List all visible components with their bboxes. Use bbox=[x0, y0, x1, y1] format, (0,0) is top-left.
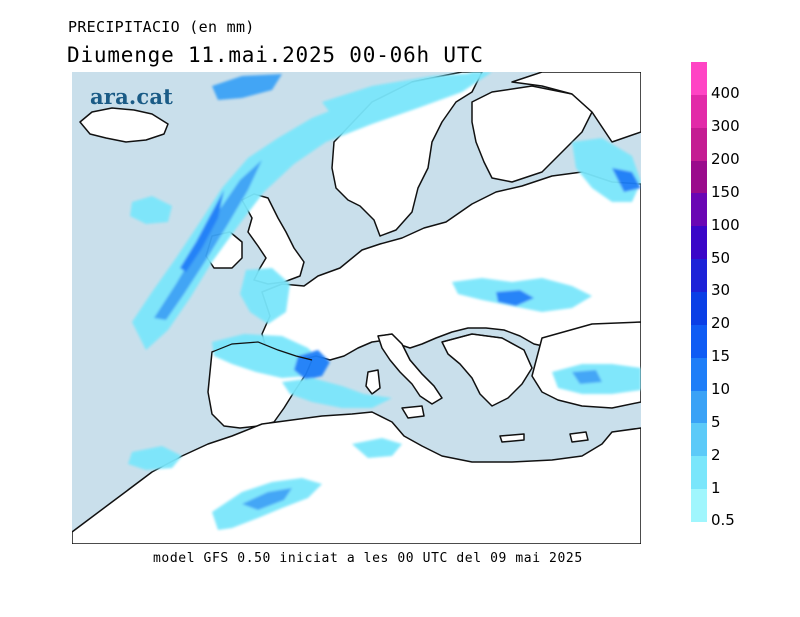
legend-label-30: 30 bbox=[711, 281, 731, 300]
legend-swatch-150 bbox=[691, 160, 707, 194]
land-iceland bbox=[79, 107, 169, 143]
legend-swatch-1 bbox=[691, 456, 707, 490]
legend-swatch-10 bbox=[691, 357, 707, 391]
legend-swatch-50 bbox=[691, 226, 707, 260]
precipitation-map bbox=[72, 72, 641, 544]
band-atlantic-core bbox=[180, 190, 224, 272]
legend-swatch-200 bbox=[691, 127, 707, 161]
precipitation-bands bbox=[128, 72, 641, 530]
legend-swatch-20 bbox=[691, 292, 707, 325]
legend-swatch-15 bbox=[691, 324, 707, 358]
band-russia-ne-core bbox=[612, 168, 641, 192]
band-east-europe-core bbox=[496, 290, 534, 306]
legend-label-200: 200 bbox=[711, 149, 740, 168]
brand-logo[interactable]: ara.cat bbox=[90, 84, 174, 109]
band-atlantic-outer bbox=[132, 72, 492, 350]
band-west-isles bbox=[130, 196, 172, 224]
land-kola bbox=[511, 72, 641, 143]
band-black-sea-core bbox=[572, 370, 602, 384]
legend-colorbar: 400 300 200 150 100 50 30 20 15 10 5 2 1 0.5 bbox=[691, 62, 740, 529]
map-title: PRECIPITACIO (en mm) bbox=[68, 18, 255, 36]
legend-label-2: 2 bbox=[711, 445, 721, 464]
band-balearic bbox=[282, 378, 392, 408]
legend-label-20: 20 bbox=[711, 314, 731, 333]
model-note: model GFS 0.50 iniciat a les 00 UTC del … bbox=[153, 551, 583, 566]
legend-label-150: 150 bbox=[711, 182, 740, 201]
legend-swatch-2 bbox=[691, 423, 707, 457]
land-cyprus bbox=[569, 431, 589, 443]
land-finland bbox=[471, 85, 593, 183]
legend-label-100: 100 bbox=[711, 215, 740, 234]
land-sardinia bbox=[365, 369, 381, 395]
legend-label-300: 300 bbox=[711, 117, 740, 136]
map-subtitle: Diumenge 11.mai.2025 00-06h UTC bbox=[67, 43, 484, 67]
band-north-top-light bbox=[322, 72, 492, 118]
land-crete bbox=[499, 433, 525, 443]
band-france-west bbox=[240, 268, 290, 324]
legend-swatch-5 bbox=[691, 390, 707, 424]
legend-label-15: 15 bbox=[711, 347, 731, 366]
legend-label-10: 10 bbox=[711, 379, 731, 398]
band-morocco-core bbox=[242, 488, 292, 510]
band-canaries bbox=[128, 446, 182, 470]
legend-label-50: 50 bbox=[711, 248, 731, 267]
legend-swatch-30 bbox=[691, 259, 707, 292]
legend-swatch-300 bbox=[691, 94, 707, 128]
legend-swatch-100 bbox=[691, 193, 707, 227]
legend-label-1: 1 bbox=[711, 478, 721, 497]
land-sicily bbox=[401, 405, 425, 419]
band-atlantic-inner bbox=[154, 160, 262, 320]
legend-swatch-0-5 bbox=[691, 489, 707, 522]
legend-label-0-5: 0.5 bbox=[711, 511, 735, 530]
coastline-outline bbox=[211, 333, 533, 399]
band-north-top bbox=[212, 74, 282, 100]
legend-swatch-400 bbox=[691, 62, 707, 95]
legend-label-400: 400 bbox=[711, 84, 740, 103]
legend-label-5: 5 bbox=[711, 412, 721, 431]
band-sahara-east bbox=[352, 438, 402, 458]
